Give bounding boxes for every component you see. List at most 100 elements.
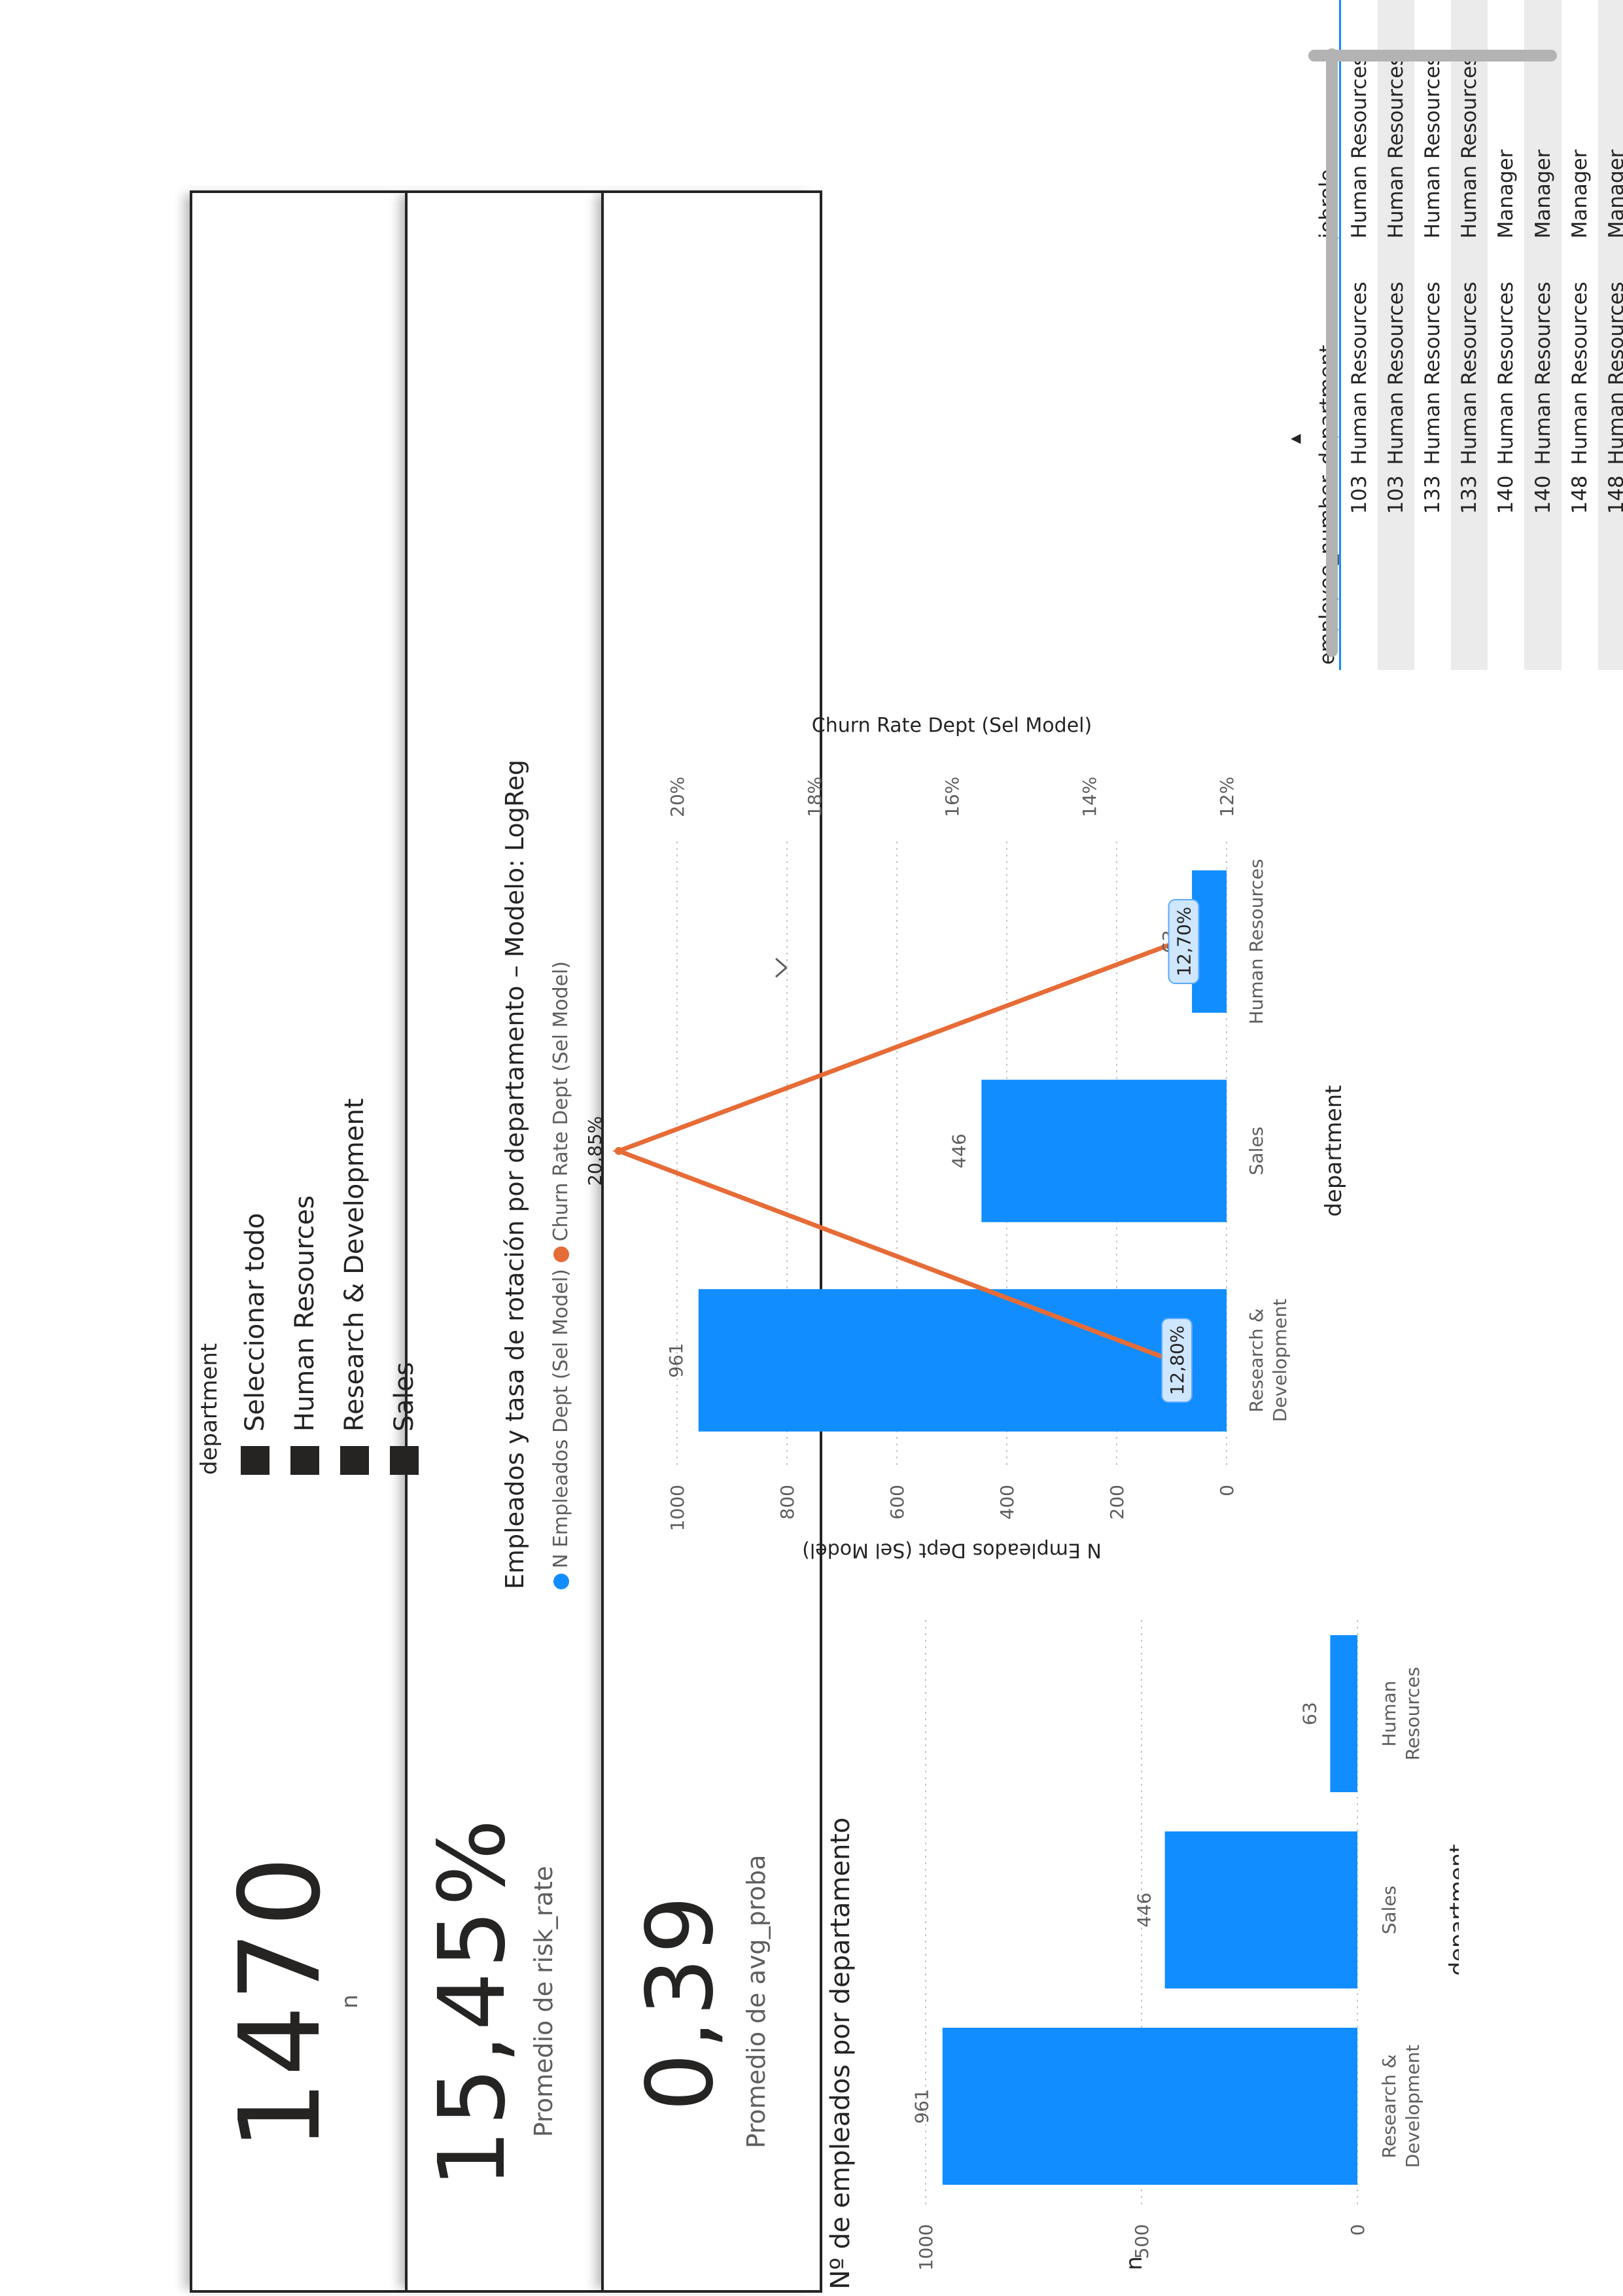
slicer-item-label: Research & Development (340, 1098, 370, 1432)
checkbox-icon[interactable] (390, 1446, 419, 1475)
cell-employee-number: 103 (1348, 475, 1372, 514)
x-tick-label: Human (1378, 1681, 1400, 1747)
y-left-tick-label: 800 (777, 1485, 798, 1519)
bar-chart-title: Nº de empleados por departamento (826, 1817, 856, 2289)
cell-employee-number: 140 (1494, 475, 1518, 514)
cell-employee-number: 103 (1378, 470, 1415, 670)
x-tick-label: Development (1269, 1299, 1291, 1422)
bar (1192, 870, 1227, 1013)
table-row[interactable]: 140 Human Resources Manager (1524, 0, 1562, 670)
scrollbar-thumb[interactable] (1308, 50, 1557, 62)
table-row[interactable]: 103 Human Resources Human Resources (1378, 0, 1415, 670)
y-left-axis-title: N Empleados Dept (Sel Model) (802, 1539, 1102, 1562)
cell-department: Human Resources (1597, 243, 1623, 470)
cell-employee-number: 133 (1421, 475, 1445, 514)
sort-ascending-icon[interactable]: ▲ (1287, 434, 1302, 444)
y-tick-label: 500 (1131, 2224, 1153, 2259)
combo-chart-legend: N Empleados Dept (Sel Model) Churn Rate … (550, 961, 572, 1589)
x-tick-label: Sales (1246, 1127, 1267, 1176)
combo-chart: 0 200 400 600 800 1000 12% 14% 16% 18% 20% 961 Resea… (585, 715, 1347, 1562)
y-right-tick-label: 12% (1216, 777, 1238, 817)
kpi-avg-proba-label: Promedio de avg_proba (742, 1854, 771, 2149)
y-right-tick-label: 16% (941, 777, 963, 817)
y-right-tick-label: 18% (804, 777, 826, 817)
bar (1330, 1635, 1357, 1792)
x-tick-label: Development (1402, 2045, 1423, 2168)
kpi-n-label: n (337, 1994, 363, 2009)
bar (981, 1080, 1227, 1222)
x-axis-title: department (1321, 1085, 1347, 1216)
y-tick-label: 1000 (915, 2224, 937, 2270)
cell-department: Human Resources (1421, 281, 1445, 465)
bar (1164, 1831, 1357, 1988)
cell-employee-number: 148 (1567, 475, 1592, 514)
bar (698, 1289, 1227, 1432)
kpi-n-value: 1470 (216, 1852, 345, 2151)
cell-department: Human Resources (1524, 243, 1562, 470)
cell-department: Human Resources (1378, 243, 1415, 470)
x-axis-title: department (1445, 1844, 1459, 1975)
combo-chart-title: Empleados y tasa de rotación por departa… (500, 759, 529, 1589)
slicer-item-sales[interactable]: Sales (386, 1362, 423, 1475)
bar-data-label: 961 (665, 1343, 687, 1377)
data-label: 63 (1299, 1702, 1320, 1725)
checkbox-icon[interactable] (241, 1446, 270, 1475)
line-data-label-bg (1161, 1318, 1193, 1403)
bar-chart: 0 500 1000 961 Research & Development 446 Sales… (911, 1616, 1459, 2270)
slicer-item-label: Seleccionar todo (240, 1212, 270, 1432)
table-row[interactable]: 148 Human Resources Manager (1562, 0, 1598, 670)
cell-employee-number: 140 (1524, 470, 1562, 670)
kpi-risk-rate-value: 15,45% (419, 1815, 526, 2188)
cell-department: Human Resources (1567, 281, 1592, 465)
table-row[interactable]: 148 Human Resources Manager (1597, 0, 1623, 670)
slicer-item-select-all[interactable]: Seleccionar todo (237, 1213, 273, 1475)
kpi-avg-proba-value: 0,39 (627, 1892, 734, 2111)
line-data-label-bg (1168, 899, 1200, 984)
y-left-tick-label: 0 (1216, 1485, 1238, 1496)
y-tick-label: 0 (1347, 2224, 1369, 2236)
cell-employee-number: 148 (1597, 470, 1623, 670)
line-point (614, 1147, 623, 1155)
cell-department: Human Resources (1451, 243, 1488, 470)
bar (942, 2028, 1358, 2185)
slicer-item-label: Sales (389, 1362, 419, 1432)
x-tick-label: Research & (1378, 2054, 1400, 2158)
slicer-item-research-development[interactable]: Research & Development (336, 1099, 373, 1475)
y-left-tick-label: 400 (996, 1485, 1018, 1519)
checkbox-icon[interactable] (290, 1446, 319, 1475)
slicer-item-label: Human Resources (290, 1195, 320, 1432)
line-data-label: 20,85% (585, 1116, 606, 1186)
vertical-scrollbar-thumb[interactable] (1326, 48, 1338, 657)
slicer-title: department (196, 1343, 222, 1475)
slicer-item-human-resources[interactable]: Human Resources (287, 1195, 323, 1475)
x-tick-label: Resources (1402, 1667, 1423, 1761)
legend-label-line[interactable]: Churn Rate Dept (Sel Model) (550, 961, 572, 1242)
table-row[interactable]: 140 Human Resources Manager (1488, 0, 1524, 670)
legend-marker-line (553, 1246, 569, 1263)
data-label: 961 (911, 2089, 933, 2123)
table-row[interactable]: 103 Human Resources Human Resources (1340, 0, 1378, 670)
bar-data-label: 446 (948, 1133, 969, 1168)
y-right-tick-label: 14% (1079, 777, 1100, 817)
y-right-tick-label: 20% (667, 777, 688, 817)
table-row[interactable]: 133 Human Resources Human Resources (1451, 0, 1488, 670)
checkbox-icon[interactable] (340, 1446, 369, 1475)
cell-employee-number: 133 (1451, 470, 1488, 670)
x-tick-label: Research & (1246, 1308, 1267, 1412)
line-data-label: 12,70% (1174, 907, 1195, 977)
data-label: 446 (1134, 1892, 1155, 1927)
line-data-label: 12,80% (1166, 1326, 1188, 1396)
legend-label-bar[interactable]: N Empleados Dept (Sel Model) (550, 1269, 572, 1568)
cell-department: Human Resources (1494, 281, 1518, 465)
y-left-tick-label: 1000 (667, 1485, 688, 1531)
cell-department: Human Resources (1348, 281, 1372, 465)
kpi-risk-rate-label: Promedio de risk_rate (529, 1865, 558, 2138)
x-tick-label: Sales (1378, 1886, 1400, 1935)
y-left-tick-label: 200 (1106, 1485, 1128, 1519)
legend-marker-bar (553, 1574, 569, 1589)
y-left-tick-label: 600 (886, 1485, 908, 1519)
x-tick-label: Human Resources (1246, 859, 1267, 1025)
y-right-axis-title: Churn Rate Dept (Sel Model) (812, 715, 1092, 737)
table-row[interactable]: 133 Human Resources Human Resources (1414, 0, 1451, 670)
